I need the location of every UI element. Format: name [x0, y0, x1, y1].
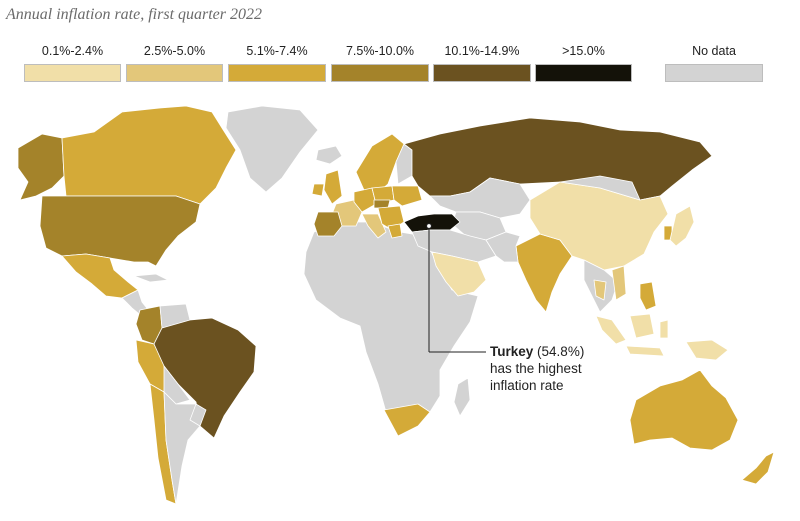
united-kingdom	[323, 169, 343, 205]
japan	[669, 205, 695, 247]
thailand	[593, 279, 607, 301]
indonesia-java	[625, 345, 665, 357]
saudi-arabia	[431, 251, 487, 297]
legend-label: >15.0%	[562, 44, 605, 58]
turkey	[403, 213, 461, 233]
pakistan	[485, 231, 521, 263]
map-title: Annual inflation rate, first quarter 202…	[6, 6, 263, 23]
ireland	[311, 183, 325, 197]
legend-swatch	[331, 64, 429, 82]
annotation-country: Turkey	[490, 344, 534, 359]
legend-swatch	[24, 64, 121, 82]
mongolia	[559, 175, 641, 201]
papua	[685, 339, 729, 361]
kazakhstan	[429, 177, 531, 219]
new-zealand	[741, 451, 775, 485]
cuba	[133, 273, 169, 283]
uruguay	[189, 403, 207, 427]
legend-swatch	[665, 64, 763, 82]
legend-swatch	[126, 64, 223, 82]
italy	[361, 213, 387, 239]
legend-label: 10.1%-14.9%	[444, 44, 520, 58]
canada	[61, 105, 237, 205]
legend-label: 7.5%-10.0%	[345, 44, 415, 58]
annotation-marker	[426, 223, 432, 229]
legend-label: 0.1%-2.4%	[41, 44, 104, 58]
united-states	[39, 195, 201, 267]
germany	[353, 187, 377, 213]
legend: 0.1%-2.4% 2.5%-5.0% 5.1%-7.4% 7.5%-10.0%…	[0, 0, 800, 90]
iceland	[315, 145, 343, 165]
legend-label: No data	[692, 44, 736, 58]
turkey-annotation: Turkey (54.8%) has the highest inflation…	[490, 343, 630, 394]
annotation-line2: inflation rate	[490, 378, 564, 393]
ukraine	[391, 185, 423, 207]
spain-portugal	[313, 211, 343, 237]
legend-label: 5.1%-7.4%	[246, 44, 308, 58]
legend-swatch	[228, 64, 326, 82]
madagascar	[453, 377, 471, 417]
australia	[629, 369, 739, 451]
alaska	[17, 133, 65, 201]
indonesia-borneo	[629, 313, 655, 339]
bolivia	[163, 365, 191, 405]
india	[515, 233, 573, 313]
indonesia-sumatra	[595, 315, 627, 345]
legend-label: 2.5%-5.0%	[143, 44, 206, 58]
legend-swatch	[535, 64, 632, 82]
indonesia-sulawesi	[659, 319, 669, 339]
legend-swatch	[433, 64, 531, 82]
south-africa	[383, 403, 431, 437]
annotation-line1: has the highest	[490, 361, 582, 376]
philippines	[639, 281, 657, 311]
annotation-value: (54.8%)	[537, 344, 585, 359]
greenland	[225, 105, 319, 193]
greece	[387, 223, 403, 239]
vietnam	[611, 265, 627, 301]
